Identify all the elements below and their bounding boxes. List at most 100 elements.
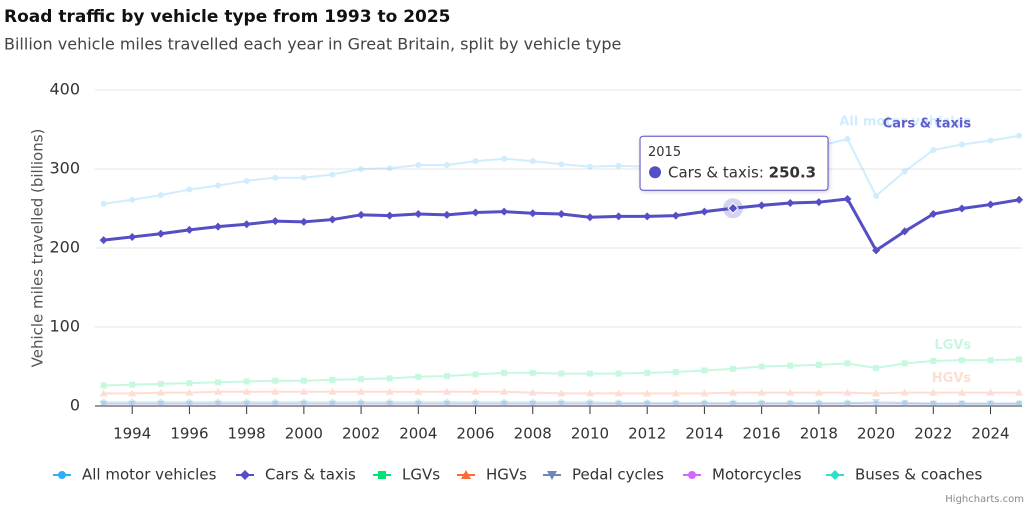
legend-marker — [461, 470, 471, 479]
data-point — [557, 398, 566, 407]
data-point — [671, 400, 680, 408]
data-point — [443, 162, 450, 169]
data-point — [844, 360, 851, 367]
data-point — [157, 400, 164, 407]
data-point — [414, 210, 423, 219]
data-point — [243, 400, 250, 407]
data-point — [957, 400, 966, 408]
data-point — [385, 211, 394, 220]
data-point — [730, 365, 737, 372]
data-point — [329, 171, 336, 178]
data-point — [701, 400, 708, 407]
data-point — [585, 389, 594, 397]
data-point — [872, 399, 881, 408]
data-point — [471, 398, 480, 407]
legend-label[interactable]: LGVs — [402, 466, 440, 484]
data-point — [385, 387, 394, 395]
data-point — [729, 400, 738, 408]
data-point — [1015, 388, 1024, 396]
data-point — [501, 400, 508, 407]
data-point — [528, 388, 537, 396]
data-point — [557, 400, 566, 408]
data-point — [215, 400, 222, 407]
data-point — [1015, 399, 1024, 408]
data-point — [328, 398, 337, 407]
data-point — [471, 400, 480, 408]
data-point — [528, 400, 537, 408]
data-point — [414, 400, 423, 408]
data-point — [872, 399, 881, 407]
data-point — [157, 192, 164, 199]
data-point — [529, 158, 536, 165]
data-point — [957, 399, 966, 408]
data-point — [671, 389, 680, 397]
legend-label[interactable]: All motor vehicles — [82, 466, 217, 484]
data-point — [814, 398, 823, 407]
data-point — [757, 400, 766, 408]
data-point — [328, 400, 337, 408]
data-point — [272, 400, 279, 407]
x-tick-label: 2022 — [914, 425, 952, 443]
data-point — [958, 400, 965, 407]
data-point — [786, 388, 795, 396]
data-point — [557, 210, 566, 219]
data-point — [987, 400, 994, 407]
data-point — [328, 215, 337, 224]
x-tick-label: 2018 — [800, 425, 838, 443]
data-point — [299, 400, 308, 408]
data-point — [442, 398, 451, 407]
data-point — [700, 207, 709, 216]
data-point — [957, 204, 966, 213]
y-tick-label: 200 — [49, 238, 80, 257]
data-point — [271, 217, 280, 226]
data-point — [872, 389, 881, 397]
data-point — [100, 382, 107, 389]
data-point — [758, 363, 765, 370]
data-point — [844, 400, 851, 407]
data-point — [385, 400, 394, 408]
series-label: LGVs — [934, 338, 971, 353]
data-point — [615, 400, 622, 407]
data-point — [1016, 132, 1023, 139]
legend-marker — [378, 471, 386, 479]
legend-label[interactable]: Motorcycles — [712, 466, 802, 484]
data-point — [415, 162, 422, 169]
data-point — [329, 400, 336, 407]
tooltip-title: 2015 — [648, 145, 681, 160]
data-point — [1016, 356, 1023, 363]
data-point — [786, 198, 795, 207]
data-point — [644, 400, 651, 407]
data-point — [500, 400, 509, 408]
data-point — [128, 398, 137, 407]
data-point — [843, 398, 852, 407]
data-point — [700, 400, 709, 408]
data-point — [357, 398, 366, 407]
data-point — [843, 195, 852, 204]
data-point — [272, 174, 279, 181]
data-point — [242, 398, 251, 407]
hover-point — [727, 202, 739, 214]
data-point — [471, 387, 480, 395]
legend-label[interactable]: HGVs — [486, 466, 527, 484]
data-point — [128, 389, 137, 397]
data-point — [672, 369, 679, 376]
data-point — [586, 370, 593, 377]
data-point — [585, 400, 594, 408]
data-point — [814, 388, 823, 396]
data-point — [472, 158, 479, 165]
tooltip-series: Cars & taxis — [668, 163, 759, 181]
legend-label[interactable]: Buses & coaches — [855, 466, 982, 484]
series: HGVs — [99, 371, 1024, 397]
data-point — [615, 370, 622, 377]
series-line — [103, 401, 1020, 405]
data-point — [500, 207, 509, 216]
data-point — [299, 217, 308, 226]
data-point — [729, 398, 738, 407]
x-tick-label: 2008 — [514, 425, 552, 443]
x-tick-label: 2016 — [743, 425, 781, 443]
legend-label[interactable]: Cars & taxis — [265, 466, 356, 484]
legend-label[interactable]: Pedal cycles — [572, 466, 664, 484]
series-line — [103, 401, 1020, 405]
data-point — [1016, 400, 1023, 407]
data-point — [873, 365, 880, 372]
